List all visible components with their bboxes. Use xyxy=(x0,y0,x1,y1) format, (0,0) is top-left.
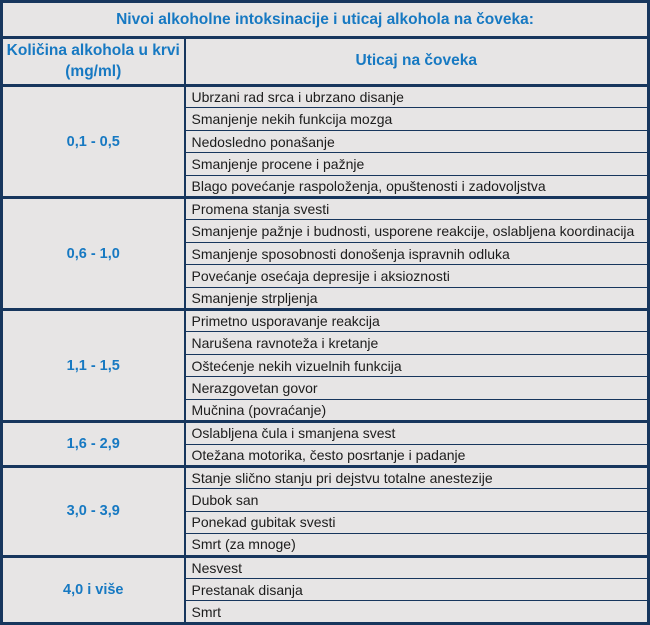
header-row: Količina alkohola u krvi (mg/ml) Uticaj … xyxy=(1,37,649,87)
effect-text: Otežana motorika, često posrtanje i pada… xyxy=(184,443,649,467)
table-row: Smrt (za mnoge) xyxy=(2,533,649,557)
table-row: Ponekad gubitak svesti xyxy=(2,510,649,535)
table-row: Smrt xyxy=(2,600,649,624)
table-row: 0,6 - 1,0 Promena stanja svesti xyxy=(1,196,649,311)
effect-text: Smanjenje procene i pažnje xyxy=(184,152,649,176)
effect-text: Nerazgovetan govor xyxy=(184,376,649,400)
table-row: Dubok san xyxy=(2,488,649,512)
effect-text: Smrt xyxy=(184,600,649,624)
title-row: Nivoi alkoholne intoksinacije i uticaj a… xyxy=(1,1,649,39)
effect-text: Smanjenje sposobnosti donošenja ispravni… xyxy=(184,241,649,266)
effect-text: Narušena ravnoteža i kretanje xyxy=(184,331,649,355)
effect-text: Ubrzani rad srca i ubrzano disanje xyxy=(184,83,649,109)
effect-text: Ponekad gubitak svesti xyxy=(184,510,649,535)
blood-alcohol-range: 0,6 - 1,0 xyxy=(1,196,186,311)
effect-text: Smrt (za mnoge) xyxy=(184,533,649,557)
effect-text: Smanjenje strpljenja xyxy=(184,286,649,311)
blood-alcohol-range: 1,6 - 2,9 xyxy=(1,420,186,467)
column-header-blood-alcohol-line2: (mg/ml) xyxy=(65,62,122,80)
effect-text: Smanjenje pažnje i budnosti, usporene re… xyxy=(184,219,649,243)
blood-alcohol-range: 3,0 - 3,9 xyxy=(1,464,186,557)
effects-body: 0,1 - 0,5 Ubrzani rad srca i ubrzano disa… xyxy=(1,83,649,625)
effect-text: Stanje slično stanju pri dejstvu totalne… xyxy=(184,464,649,490)
column-header-effects: Uticaj na čoveka xyxy=(184,37,649,87)
table-row: Prestanak disanja xyxy=(2,577,649,602)
effect-text: Nedosledno ponašanje xyxy=(184,129,649,154)
table-row: Otežana motorika, često posrtanje i pada… xyxy=(2,443,649,467)
effect-text: Oslabljena čula i smanjena svest xyxy=(184,420,649,445)
table-row: Nerazgovetan govor xyxy=(2,376,649,400)
effect-text: Blago povećanje raspoloženja, opuštenost… xyxy=(184,174,649,199)
effect-text: Primetno usporavanje reakcija xyxy=(184,308,649,333)
table-row: Nedosledno ponašanje xyxy=(2,129,649,154)
effect-text: Nesvest xyxy=(184,554,649,579)
table-row: 3,0 - 3,9 Stanje slično stanju pri dejstv… xyxy=(1,464,649,557)
effect-text: Promena stanja svesti xyxy=(184,196,649,221)
table-title: Nivoi alkoholne intoksinacije i uticaj a… xyxy=(1,1,649,39)
table-row: Povećanje osećaja depresije i aksioznost… xyxy=(2,264,649,288)
table-row: Smanjenje procene i pažnje xyxy=(2,152,649,176)
effect-text: Povećanje osećaja depresije i aksioznost… xyxy=(184,264,649,288)
table-row: 1,1 - 1,5 Primetno usporavanje reakcija xyxy=(1,308,649,423)
effect-text: Oštećenje nekih vizuelnih funkcija xyxy=(184,353,649,378)
effect-text: Mučnina (povraćanje) xyxy=(184,398,649,423)
table-row: Smanjenje sposobnosti donošenja ispravni… xyxy=(2,241,649,266)
table-row: Smanjenje pažnje i budnosti, usporene re… xyxy=(2,219,649,243)
table-row: Narušena ravnoteža i kretanje xyxy=(2,331,649,355)
effect-text: Dubok san xyxy=(184,488,649,512)
table-row: Oštećenje nekih vizuelnih funkcija xyxy=(2,353,649,378)
table-row: 0,1 - 0,5 Ubrzani rad srca i ubrzano disa… xyxy=(1,83,649,199)
table-row: 4,0 i više Nesvest xyxy=(1,554,649,625)
effect-text: Prestanak disanja xyxy=(184,577,649,602)
effect-text: Smanjenje nekih funkcija mozga xyxy=(184,107,649,131)
table-row: 1,6 - 2,9 Oslabljena čula i smanjena sves… xyxy=(1,420,649,467)
table-row: Smanjenje nekih funkcija mozga xyxy=(2,107,649,131)
blood-alcohol-range: 0,1 - 0,5 xyxy=(1,83,186,199)
blood-alcohol-range: 4,0 i više xyxy=(1,554,186,625)
column-header-blood-alcohol-line1: Količina alkohola u krvi xyxy=(6,41,180,59)
blood-alcohol-range: 1,1 - 1,5 xyxy=(1,308,186,423)
column-header-blood-alcohol: Količina alkohola u krvi (mg/ml) xyxy=(1,37,186,87)
